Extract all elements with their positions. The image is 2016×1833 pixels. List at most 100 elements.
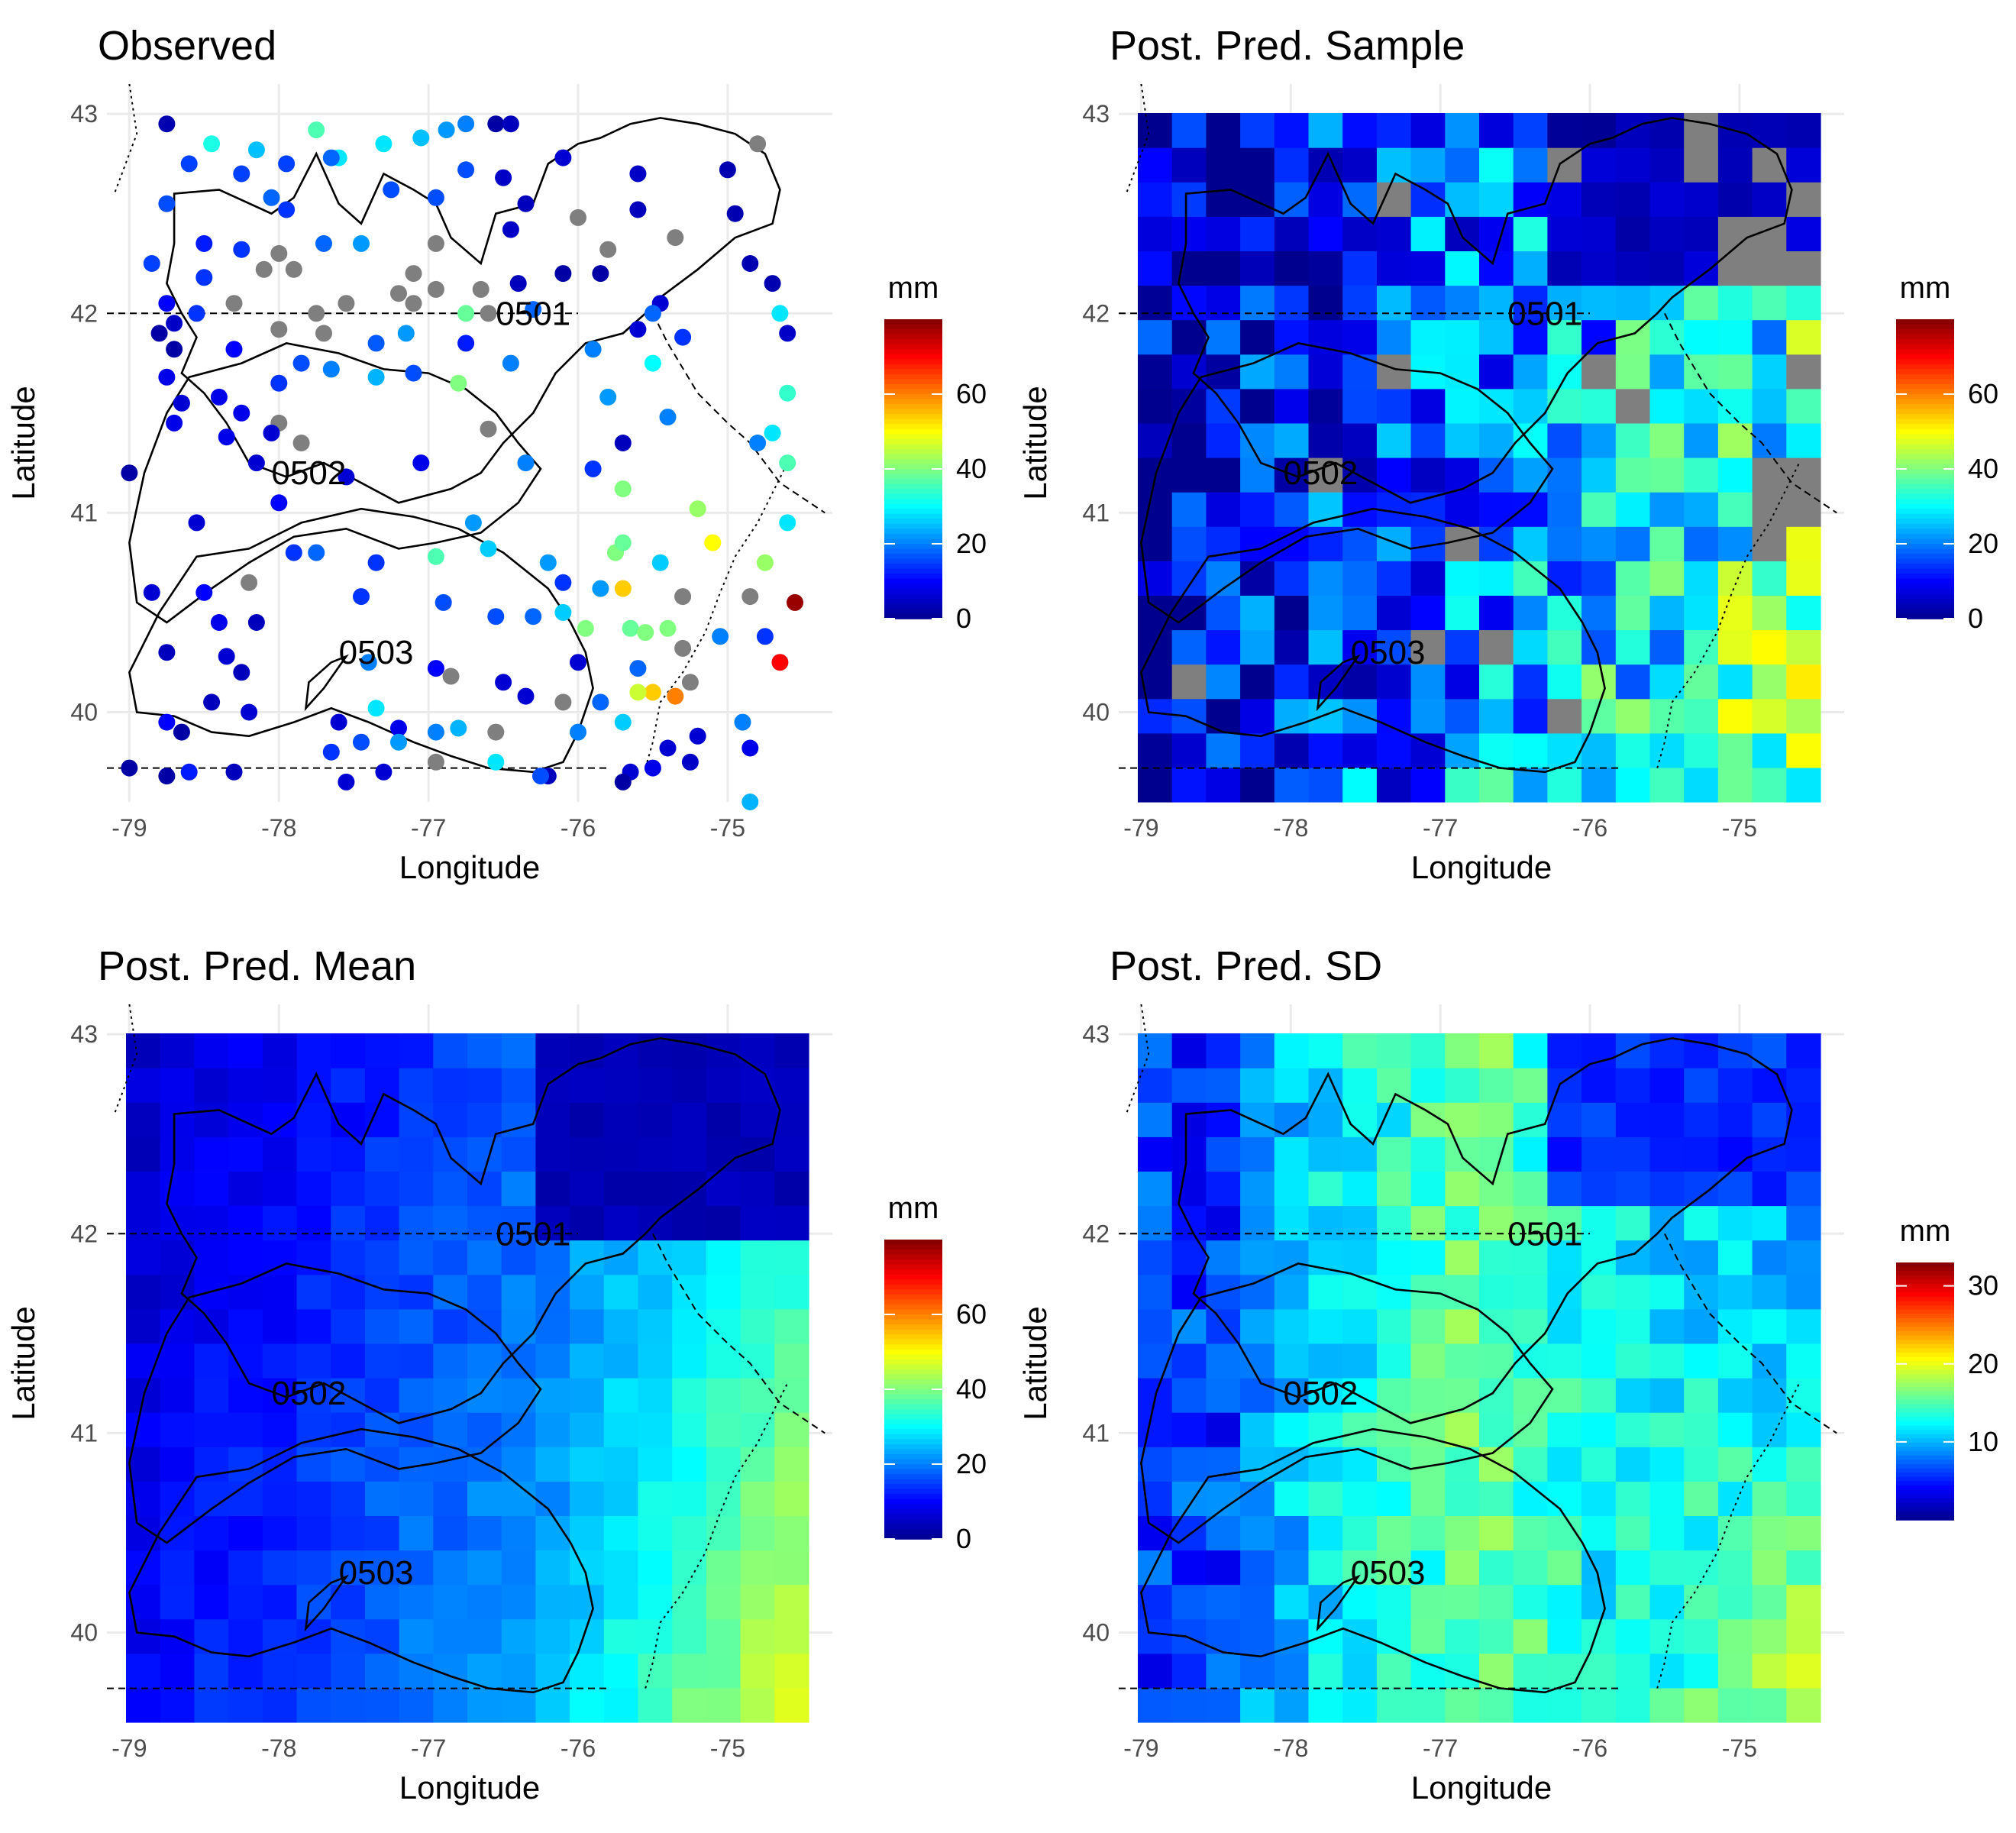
heatmap-cell (1513, 1378, 1548, 1413)
heatmap-cell (774, 1481, 809, 1516)
heatmap-cell (126, 1274, 161, 1310)
heatmap-cell (1308, 1171, 1343, 1207)
heatmap-cell (1752, 1584, 1787, 1620)
heatmap-cell (1445, 1481, 1480, 1516)
heatmap-cell (1240, 1618, 1275, 1654)
heatmap-cell (706, 1240, 741, 1275)
heatmap-cell (740, 1653, 775, 1689)
heatmap-cell (603, 1102, 639, 1137)
heatmap-cell (1547, 251, 1582, 286)
heatmap-cell (399, 1618, 434, 1654)
heatmap-cell (570, 1068, 605, 1103)
heatmap-cell (1479, 1412, 1514, 1447)
station-point (143, 255, 160, 272)
heatmap-cell (262, 1653, 298, 1689)
heatmap-cell (1274, 147, 1310, 183)
colorbar-segment (1896, 359, 1954, 365)
station-point (308, 121, 325, 139)
station-point (712, 628, 729, 645)
heatmap-cell (1274, 1412, 1310, 1447)
heatmap-cell (1513, 1068, 1548, 1103)
colorbar-segment (884, 438, 942, 445)
heatmap-cell (1649, 1343, 1685, 1379)
heatmap-cell (1206, 1033, 1241, 1068)
station-point (427, 723, 444, 741)
heatmap-cell (774, 1308, 809, 1344)
station-point (554, 265, 572, 283)
colorbar-segment (884, 1274, 942, 1281)
heatmap-cell (672, 1653, 707, 1689)
x-tick-label: -79 (1123, 1734, 1158, 1762)
heatmap-cell (1410, 1515, 1446, 1551)
station-point (241, 574, 258, 591)
colorbar-segment (1896, 1460, 1954, 1465)
heatmap-cell (1376, 767, 1412, 803)
heatmap-cell (331, 1068, 366, 1103)
station-point (121, 464, 138, 482)
heatmap-cell (1206, 1205, 1241, 1241)
heatmap-cell (1274, 285, 1310, 321)
lake-shore (113, 1004, 138, 1114)
heatmap-cell (1274, 216, 1310, 251)
heatmap-cell (1615, 251, 1651, 286)
heatmap-cell (1581, 422, 1617, 458)
heatmap-cell (1684, 1171, 1719, 1207)
heatmap-cell (1138, 1550, 1173, 1586)
heatmap-cell (1649, 561, 1685, 596)
heatmap-cell (1206, 147, 1241, 183)
station-point (173, 394, 190, 412)
heatmap-cell (1752, 285, 1787, 321)
heatmap-cell (570, 1343, 605, 1379)
colorbar-segment (884, 1269, 942, 1275)
colorbar-title: mm (1900, 1214, 1951, 1248)
heatmap-cell (1240, 767, 1275, 803)
station-point (614, 580, 632, 597)
heatmap-cell (1138, 629, 1173, 665)
heatmap-cell (296, 1653, 331, 1689)
heatmap-cell (706, 1136, 741, 1172)
heatmap-cell (1138, 422, 1173, 458)
heatmap-cell (1581, 1102, 1617, 1137)
colorbar-segment (1896, 489, 1954, 495)
colorbar-segment (884, 1339, 942, 1345)
heatmap-cell (160, 1033, 195, 1068)
heatmap-cell (1513, 664, 1548, 700)
heatmap-cell (1684, 388, 1719, 424)
colorbar-tick-label: 60 (956, 1298, 987, 1330)
heatmap-cell (570, 1136, 605, 1172)
heatmap-cell (228, 1274, 263, 1310)
heatmap-cell (1410, 251, 1446, 286)
heatmap-cell (1138, 147, 1173, 183)
heatmap-cell (1171, 147, 1207, 183)
heatmap-cell (1684, 492, 1719, 527)
colorbar-segment (1896, 1318, 1954, 1324)
colorbar-segment (884, 1324, 942, 1330)
heatmap-cell (194, 1550, 229, 1586)
colorbar-segment (884, 329, 942, 335)
heatmap-cell (1717, 629, 1753, 665)
colorbar-segment (884, 1294, 942, 1301)
colorbar-segment (884, 469, 942, 475)
heatmap-cell (1308, 1102, 1343, 1137)
heatmap-cell (1786, 285, 1821, 321)
colorbar-segment (884, 1443, 942, 1450)
heatmap-cell (1308, 492, 1343, 527)
heatmap-cell (774, 1171, 809, 1207)
heatmap-cell (160, 1136, 195, 1172)
heatmap-cell (1171, 251, 1207, 286)
colorbar-segment (884, 1289, 942, 1295)
heatmap-cell (126, 1102, 161, 1137)
heatmap-cell (1342, 1515, 1378, 1551)
heatmap-cell (1479, 216, 1514, 251)
station-point (554, 149, 572, 166)
heatmap-cell (1581, 182, 1617, 217)
heatmap-cell (774, 1378, 809, 1413)
station-point (644, 684, 661, 701)
heatmap-cell (1479, 1274, 1514, 1310)
heatmap-cell (399, 1033, 434, 1068)
heatmap-cell (126, 1136, 161, 1172)
heatmap-cell (1684, 1240, 1719, 1275)
heatmap-cell (1410, 629, 1446, 665)
heatmap-cell (1342, 113, 1378, 148)
heatmap-cell (1376, 422, 1412, 458)
